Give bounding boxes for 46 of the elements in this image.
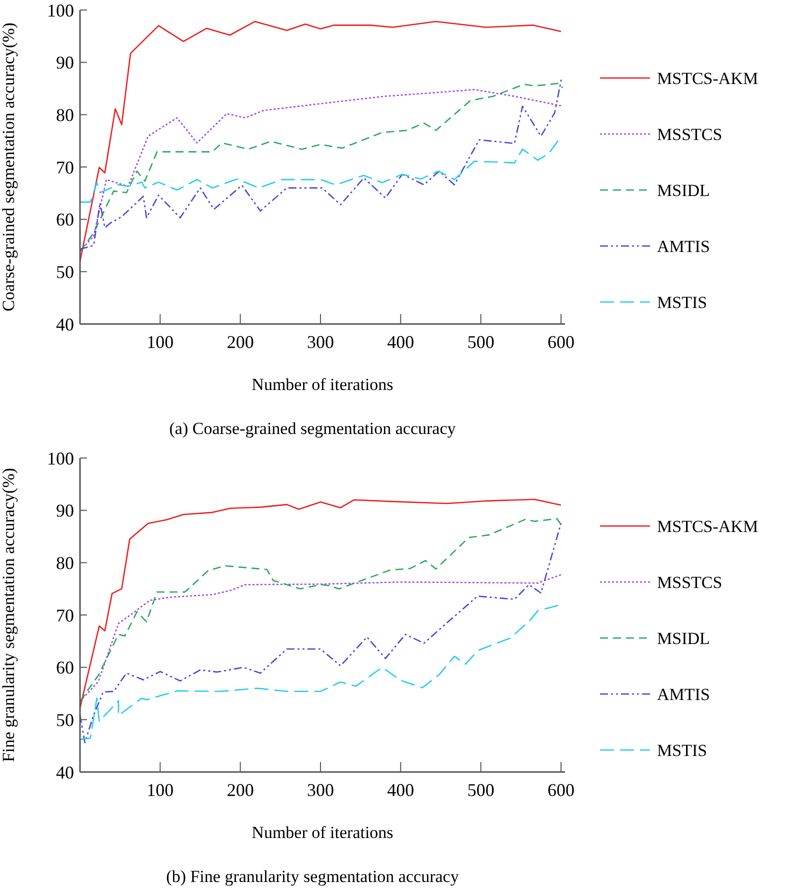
x-tick-label: 300: [306, 780, 334, 800]
x-tick-label: 200: [226, 332, 254, 352]
y-tick-label: 100: [47, 448, 74, 468]
legend-label: MSTCS-AKM: [657, 68, 758, 88]
legend-label: MSTCS-AKM: [657, 516, 758, 536]
legend-label: MSIDL: [657, 628, 710, 648]
line-series: [79, 604, 560, 740]
y-tick-label: 70: [56, 157, 74, 178]
y-tick-label: 80: [56, 552, 74, 573]
y-tick-label: 90: [56, 500, 74, 521]
y-tick-label: 40: [56, 314, 74, 334]
text: (b) Fine granularity segmentation accuracy: [166, 867, 460, 886]
x-axis-title: Number of iterations: [252, 823, 394, 842]
text: (a) Coarse-grained segmentation accuracy: [169, 419, 456, 438]
y-tick-label: 100: [47, 0, 74, 20]
x-axis-title: Number of iterations: [252, 375, 394, 394]
legend-label: MSSTCS: [657, 572, 722, 592]
y-tick-label: 50: [56, 262, 74, 282]
y-tick-label: 60: [56, 210, 74, 230]
y-axis-title: Fine granularity segmentation accuracy(%): [0, 468, 18, 762]
y-tick-label: 80: [56, 104, 74, 125]
y-axis-title: Coarse-grained segmentation accuracy(%): [0, 22, 18, 312]
x-tick-label: 500: [467, 780, 494, 800]
legend-label: AMTIS: [657, 684, 710, 704]
x-tick-label: 200: [226, 780, 254, 800]
legend-label: MSTIS: [657, 292, 708, 312]
x-tick-label: 400: [387, 332, 414, 352]
y-tick-label: 60: [56, 658, 74, 678]
legend-label: MSTIS: [657, 740, 708, 760]
x-tick-label: 300: [306, 332, 334, 352]
y-tick-label: 40: [56, 762, 74, 782]
line-series: [79, 522, 562, 744]
x-tick-label: 400: [387, 780, 414, 800]
x-tick-label: 600: [547, 780, 574, 800]
x-tick-label: 100: [146, 780, 174, 800]
x-tick-label: 600: [547, 332, 574, 352]
x-tick-label: 100: [146, 332, 174, 352]
line-series: [79, 574, 562, 702]
legend-label: MSSTCS: [657, 124, 722, 144]
y-tick-label: 50: [56, 710, 74, 730]
legend-label: MSIDL: [657, 180, 710, 200]
x-tick-label: 500: [467, 332, 494, 352]
y-tick-label: 90: [56, 52, 74, 73]
line-series: [79, 138, 560, 203]
legend-label: AMTIS: [657, 236, 710, 256]
y-tick-label: 70: [56, 605, 74, 626]
